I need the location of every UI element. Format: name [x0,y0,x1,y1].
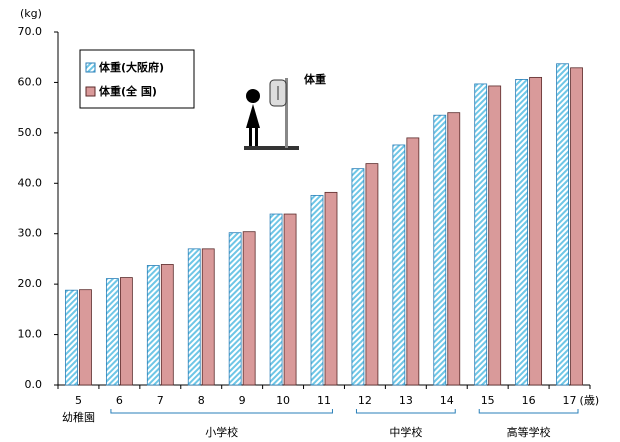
x-tick-label: 15 [481,394,495,407]
x-unit: (歳) [580,394,600,407]
x-tick-label: 5 [75,394,82,407]
group-bracket [355,409,456,414]
bar [474,83,488,386]
group-bracket [110,409,333,414]
bar [283,213,297,386]
bar [392,144,406,386]
y-tick-label: 70.0 [18,25,43,38]
x-tick-label: 13 [399,394,413,407]
legend-swatch [85,62,96,73]
x-tick-label: 8 [198,394,205,407]
x-tick-label: 16 [522,394,536,407]
bar [160,264,174,386]
group-label: 小学校 [205,425,238,439]
bar [570,67,583,386]
legend-swatch [85,86,96,97]
bar [433,114,447,386]
bar [269,213,283,386]
bar [187,248,201,386]
group-bracket [478,409,579,414]
bar [351,168,365,386]
bar [242,231,256,386]
bar [556,63,569,386]
bar [146,265,160,386]
bar [515,79,529,386]
bar [324,191,338,386]
bar [119,277,133,386]
y-tick-label: 20.0 [18,277,43,290]
y-tick-label: 40.0 [18,176,43,189]
y-unit: (kg) [20,7,42,20]
legend-label: 体重(全 国) [99,84,157,98]
bar [228,232,242,386]
x-tick-label: 11 [317,394,331,407]
y-tick-label: 50.0 [18,126,43,139]
bar [65,289,78,386]
bar [105,278,119,386]
x-tick-label: 7 [157,394,164,407]
group-label: 幼稚園 [62,411,95,424]
scale-icon [244,78,299,150]
legend-label: 体重(大阪府) [99,60,164,74]
bar [310,194,324,386]
group-label: 高等学校 [507,425,551,439]
bar [488,85,502,386]
x-tick-label: 17 [563,394,577,407]
bar [201,248,215,386]
bar [529,76,543,386]
x-tick-label: 9 [239,394,246,407]
y-tick-label: 30.0 [18,227,43,240]
y-tick-label: 10.0 [18,328,43,341]
group-label: 中学校 [389,425,422,439]
y-tick-label: 0.0 [25,378,43,391]
annotation: 体重 [304,72,326,86]
bar [406,137,420,386]
x-tick-label: 14 [440,394,454,407]
bar [447,112,461,386]
legend-box [79,49,195,109]
x-tick-label: 12 [358,394,372,407]
y-tick-label: 60.0 [18,75,43,88]
bar [365,163,379,386]
x-tick-label: 10 [276,394,290,407]
bar [79,289,92,386]
x-tick-label: 6 [116,394,123,407]
